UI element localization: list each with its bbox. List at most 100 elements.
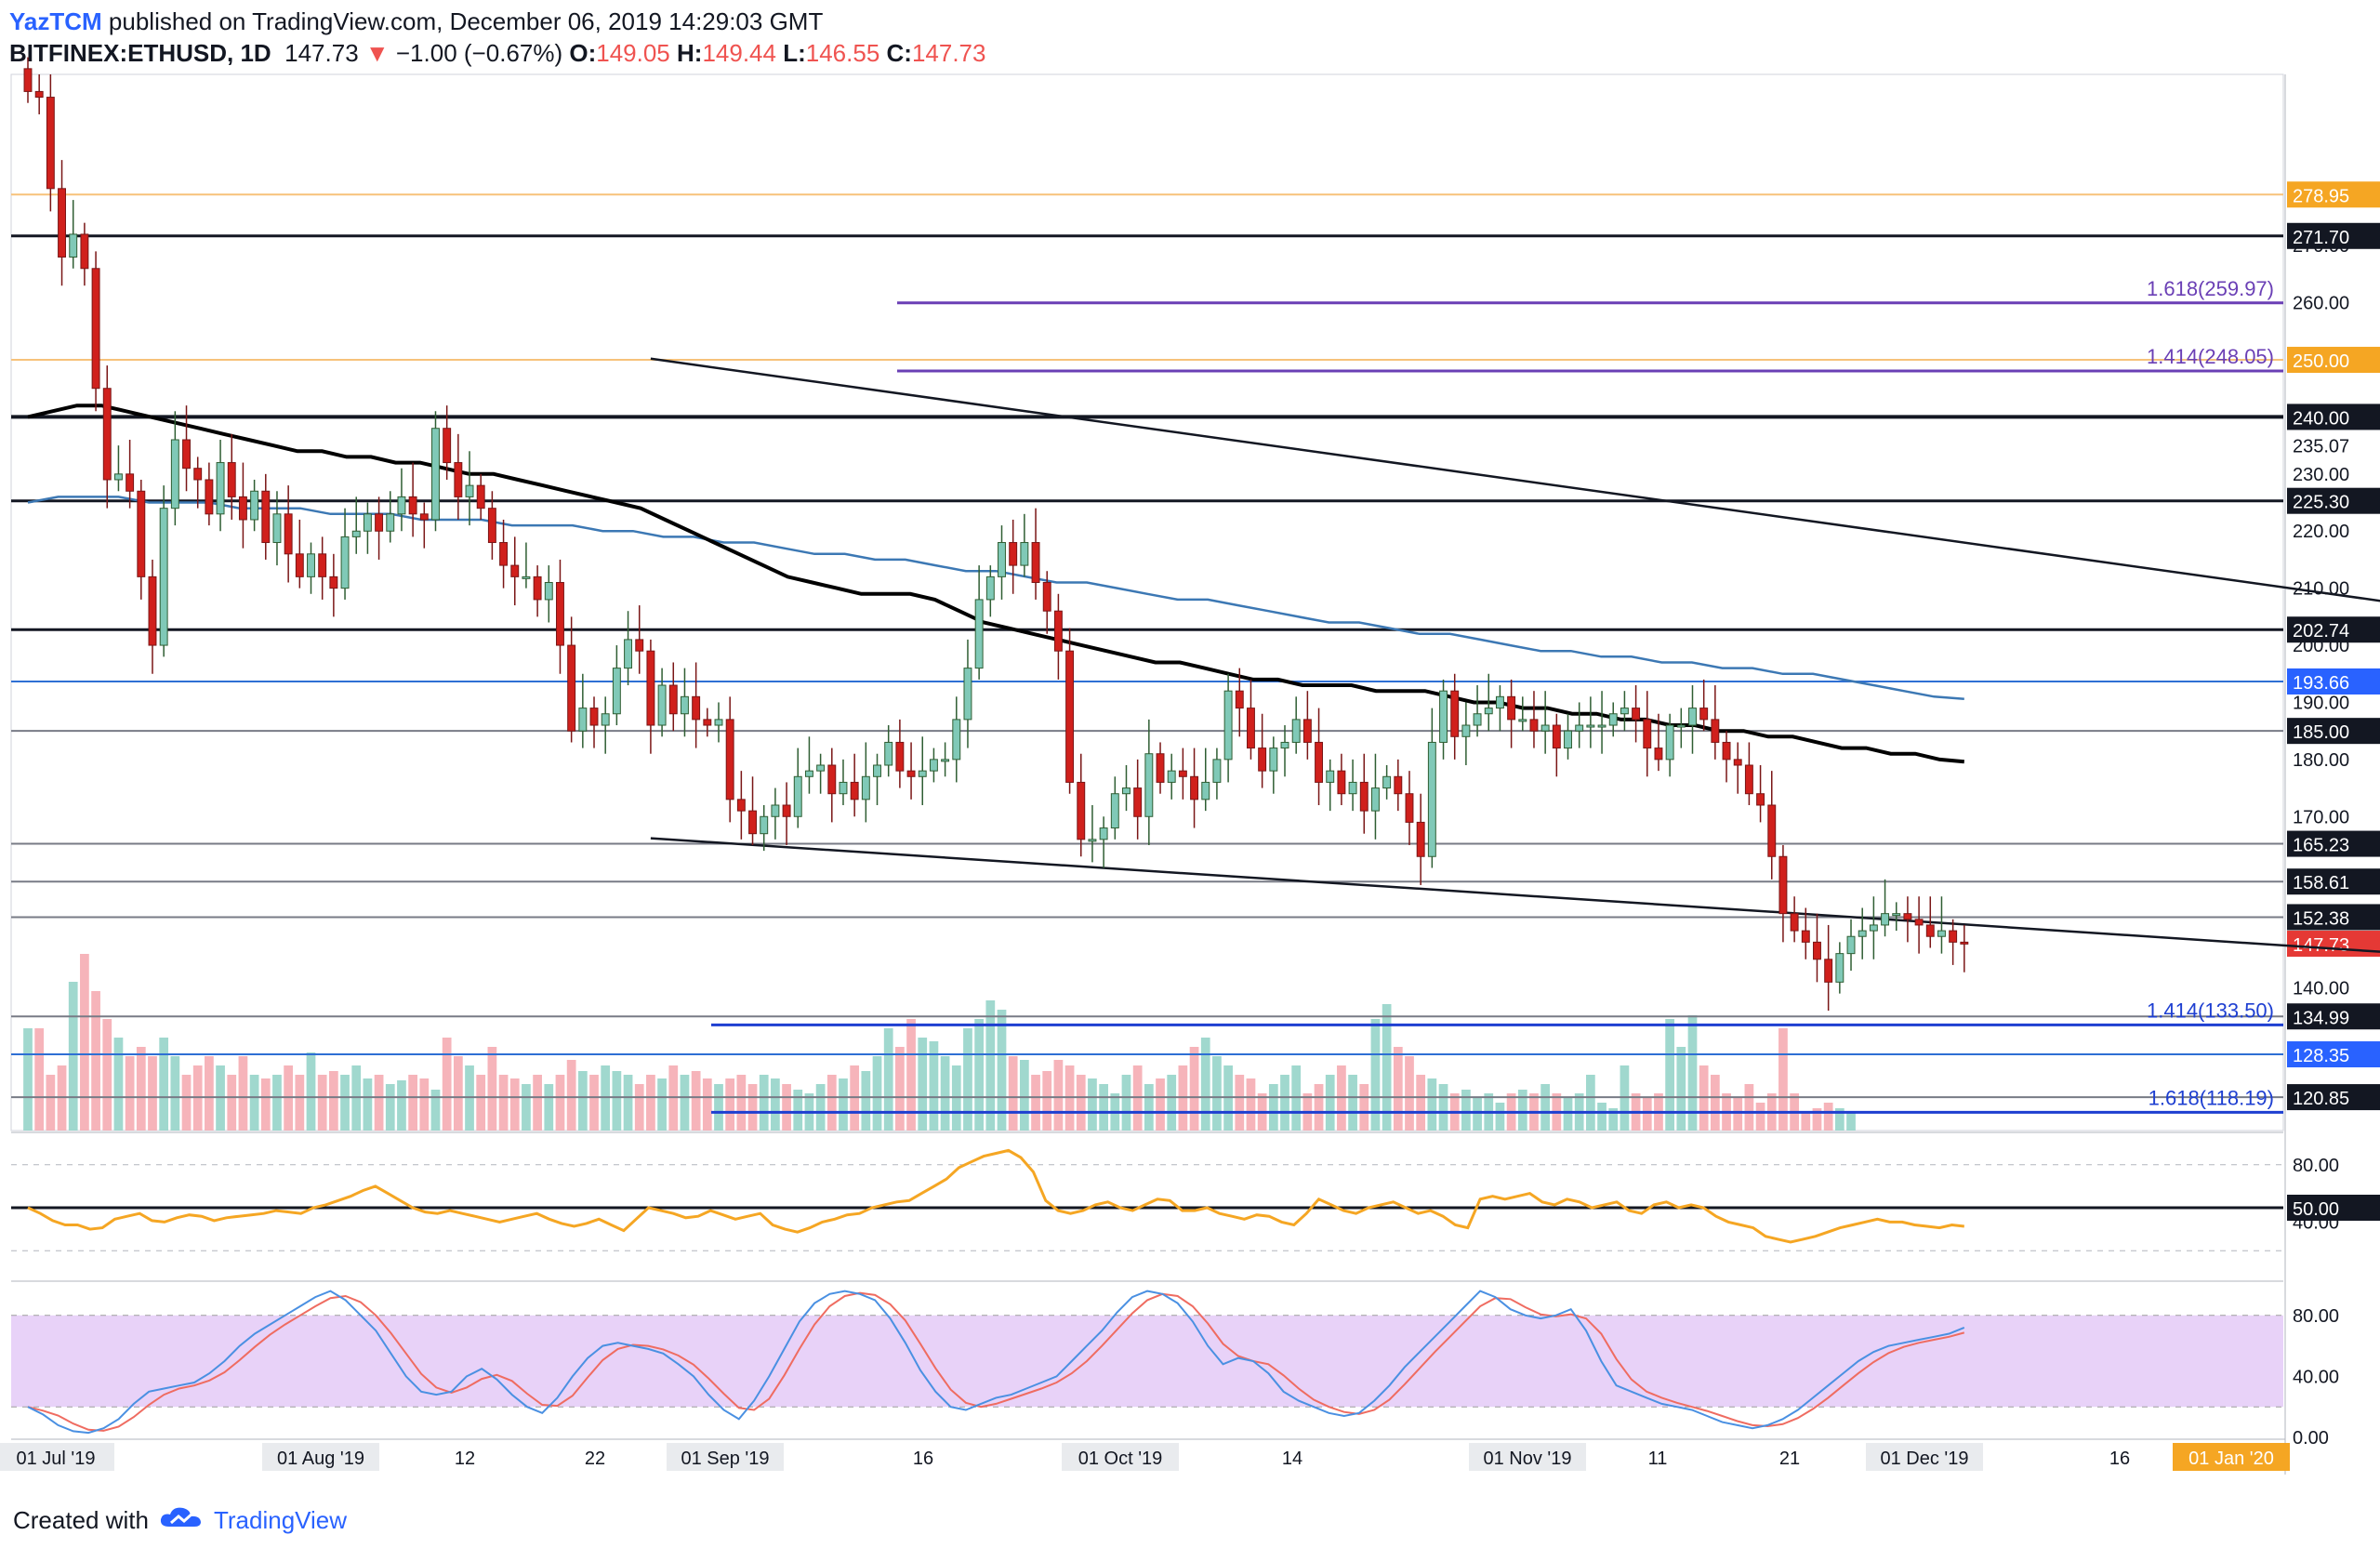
volume-bar: [34, 1028, 45, 1131]
candle-body: [307, 553, 315, 577]
price-level-label: 120.85: [2293, 1089, 2349, 1109]
volume-bar: [159, 1038, 169, 1131]
price-level-label: 158.61: [2293, 873, 2349, 893]
volume-bar: [929, 1041, 939, 1131]
volume-bar: [747, 1084, 758, 1131]
volume-bar: [23, 1028, 33, 1131]
candle-body: [748, 810, 757, 835]
candle-body: [1824, 959, 1833, 983]
volume-bar: [963, 1028, 972, 1131]
candle-body: [1801, 930, 1810, 943]
volume-bar: [826, 1075, 837, 1131]
candle-body: [1099, 827, 1108, 840]
price-level-tag: [2287, 616, 2380, 643]
x-tick-label: 21: [1779, 1449, 1800, 1469]
price-level-tag: [2287, 868, 2380, 895]
volume-bar: [918, 1038, 928, 1131]
candle-body: [193, 468, 203, 481]
candle-body: [148, 576, 157, 646]
candle-body: [1484, 708, 1493, 715]
down-arrow-icon: ▼: [364, 39, 390, 67]
candle-body: [974, 599, 984, 669]
volume-bar: [1495, 1103, 1505, 1131]
candle-body: [1201, 781, 1210, 800]
candle-body: [386, 513, 395, 532]
x-tick-label: 22: [585, 1449, 605, 1469]
volume-bar: [793, 1090, 803, 1131]
candle-body: [1122, 787, 1130, 795]
candle-body: [419, 513, 429, 521]
candle-body: [1790, 913, 1799, 932]
fib-level-label: 1.414(133.50): [2147, 999, 2274, 1022]
candle-body: [1540, 724, 1550, 732]
stoch-band: [11, 1315, 2283, 1408]
x-tick-label: 01 Jul '19: [17, 1449, 96, 1469]
candle-body: [1370, 787, 1380, 812]
chart-canvas[interactable]: 140.00170.00180.00190.00200.00210.00220.…: [0, 0, 2380, 1497]
volume-bar: [1540, 1084, 1551, 1131]
footer-created-with: Created with: [13, 1506, 149, 1534]
candle-body: [1711, 719, 1720, 743]
candle-body: [102, 388, 112, 481]
candle-body: [861, 775, 870, 800]
volume-bar: [181, 1075, 192, 1131]
y-tick-label: 260.00: [2293, 294, 2349, 314]
volume-bar: [476, 1075, 486, 1131]
trendline: [650, 357, 2380, 602]
volume-bar: [1755, 1103, 1765, 1131]
candle-body: [736, 799, 746, 812]
volume-bar: [1189, 1047, 1199, 1131]
candle-body: [1552, 724, 1561, 749]
candle-body: [941, 759, 950, 762]
main-pane-frame: [10, 73, 2284, 1131]
footer-brand[interactable]: TradingView: [213, 1506, 348, 1534]
tradingview-logo-icon[interactable]: [158, 1504, 206, 1537]
volume-bar: [974, 1019, 985, 1131]
volume-bar: [1314, 1084, 1324, 1131]
volume-bar: [1473, 1097, 1482, 1131]
stoch-tick-label: 80.00: [2293, 1306, 2339, 1327]
price-level-tag: [2287, 931, 2380, 958]
symbol-info: BITFINEX:ETHUSD, 1D 147.73 ▼ −1.00 (−0.6…: [9, 39, 985, 68]
candle-body: [714, 719, 723, 726]
candle-body: [1337, 770, 1346, 795]
candle-body: [1326, 770, 1335, 783]
candle-body: [205, 479, 214, 515]
candle-body: [612, 668, 621, 715]
volume-bar: [646, 1075, 655, 1131]
time-tick-tag: [0, 1443, 114, 1471]
volume-bar: [906, 1019, 916, 1131]
candle-body: [873, 764, 881, 777]
volume-bar: [997, 1010, 1007, 1131]
candle-body: [918, 770, 927, 777]
candle-body: [23, 68, 33, 92]
volume-bar: [125, 1056, 135, 1131]
volume-bar: [1405, 1056, 1414, 1131]
x-tick-label: 01 Sep '19: [681, 1449, 769, 1469]
candle-body: [1144, 753, 1154, 817]
author-name[interactable]: YazTCM: [9, 7, 102, 35]
volume-bar: [113, 1038, 124, 1131]
candle-body: [1632, 708, 1641, 721]
volume-bar: [419, 1078, 430, 1131]
volume-bar: [634, 1084, 644, 1131]
candle-body: [985, 576, 995, 601]
price-level-tag: [2287, 181, 2380, 208]
candle-body: [1960, 941, 1969, 945]
candle-body: [1348, 781, 1357, 795]
candle-body: [443, 428, 452, 464]
candle-body: [839, 781, 848, 795]
candle-body: [250, 490, 259, 521]
candle-body: [510, 564, 520, 577]
candle-body: [1914, 919, 1924, 926]
candle-body: [1518, 719, 1527, 722]
volume-bar: [1846, 1112, 1856, 1131]
candle-body: [1247, 708, 1255, 749]
volume-bar: [1517, 1090, 1527, 1131]
candle-body: [1167, 770, 1176, 783]
volume-bar: [1382, 1004, 1392, 1131]
candle-body: [1813, 941, 1821, 960]
candle-body: [1529, 719, 1539, 732]
candle-body: [170, 439, 179, 509]
candle-body: [126, 473, 135, 492]
